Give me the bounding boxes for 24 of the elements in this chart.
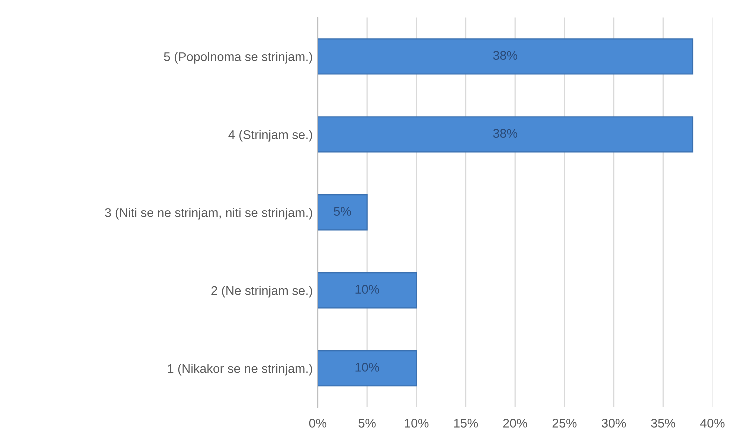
x-tick-label: 20% <box>503 419 528 428</box>
x-tick-label: 25% <box>552 419 577 428</box>
y-tick-label: 2 (Ne strinjam se.) <box>212 286 312 298</box>
x-tick-label: 40% <box>700 419 725 428</box>
y-tick-label: 3 (Niti se ne strinjam, niti se strinjam.) <box>105 208 312 220</box>
x-tick-label: 10% <box>405 419 429 428</box>
bar <box>318 272 418 309</box>
data-label: 10% <box>356 285 380 294</box>
x-tick-label: 5% <box>358 419 376 428</box>
y-tick-label: 1 (Nikakor se ne strinjam.) <box>168 364 312 376</box>
data-label: 10% <box>356 363 380 372</box>
y-tick-label: 5 (Popolnoma se strinjam.) <box>164 52 312 64</box>
bar <box>318 350 418 387</box>
data-label: 38% <box>493 129 518 138</box>
x-tick-label: 0% <box>309 419 327 428</box>
x-tick-label: 30% <box>602 419 626 428</box>
bar <box>318 194 368 231</box>
x-tick-label: 15% <box>454 419 478 428</box>
x-tick-label: 35% <box>651 419 676 428</box>
bar <box>318 116 694 153</box>
data-label: 38% <box>493 51 518 60</box>
data-label: 5% <box>334 207 352 216</box>
bar <box>318 38 694 75</box>
y-tick-label: 4 (Strinjam se.) <box>228 130 312 142</box>
